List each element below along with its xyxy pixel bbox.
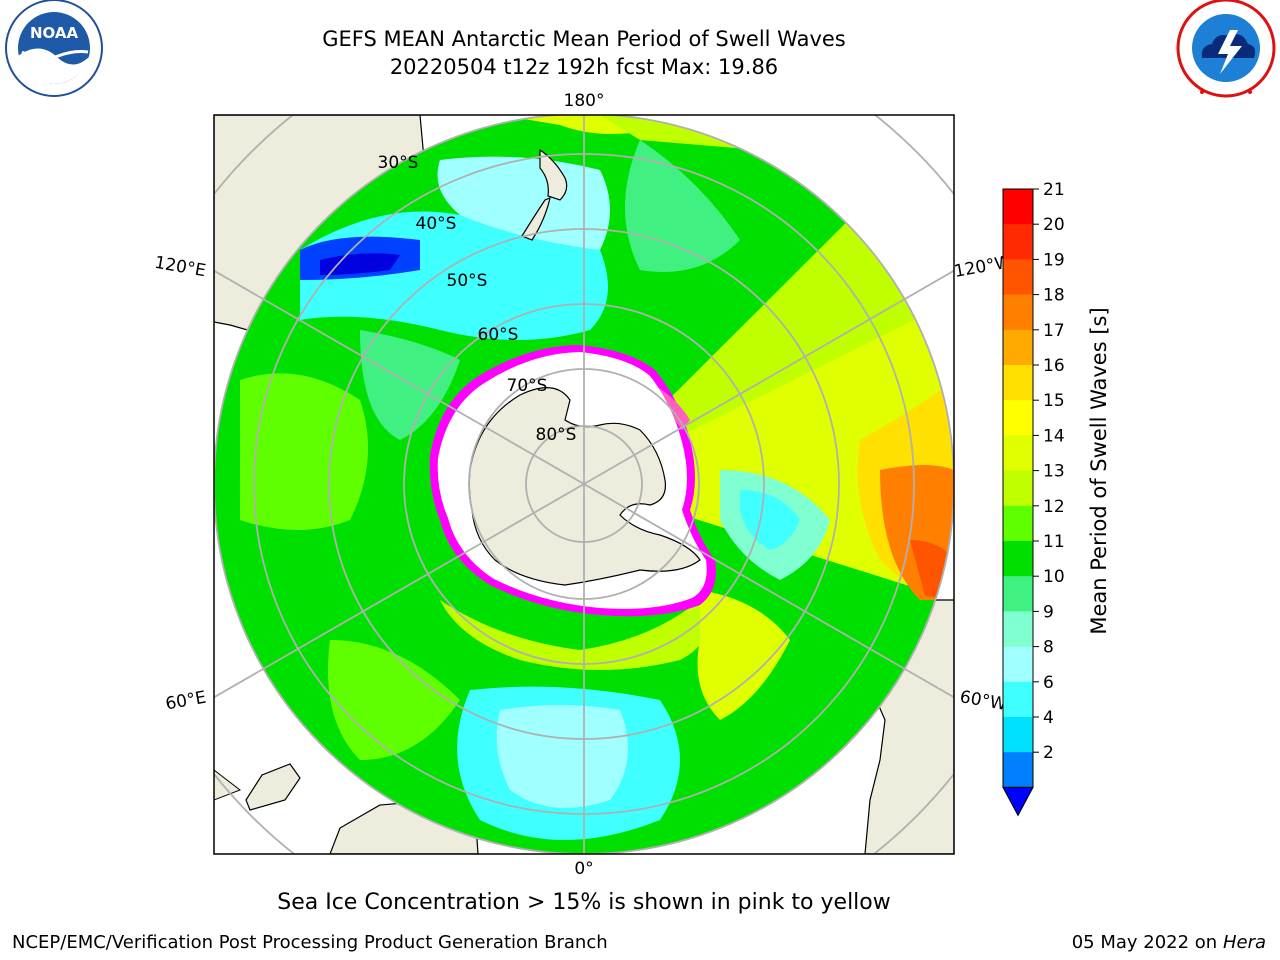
colorbar-tick-label: 16 [1043, 356, 1065, 376]
colorbar-tick-label: 8 [1043, 638, 1054, 658]
colorbar-frame [1002, 188, 1034, 788]
colorbar-swatch [1003, 259, 1033, 296]
colorbar-tick-label: 6 [1043, 673, 1054, 693]
colorbar-extend-arrow [1002, 786, 1034, 817]
colorbar-swatch [1003, 752, 1033, 788]
colorbar-swatch [1003, 294, 1033, 331]
colorbar: 21 20 19 18 17 16 15 14 13 12 11 10 9 8 6 4 2 [1002, 180, 1065, 817]
noaa-logo: NOAA [5, 0, 103, 97]
land-madagascar [245, 763, 301, 811]
colorbar-tick-label: 15 [1043, 391, 1065, 411]
lat-label-40s: 40°S [416, 214, 457, 234]
colorbar-tick-label: 10 [1043, 567, 1065, 587]
footer-credit: NCEP/EMC/Verification Post Processing Pr… [12, 932, 608, 953]
colorbar-swatch [1003, 470, 1033, 507]
colorbar-swatch [1003, 224, 1033, 260]
lat-label-30s: 30°S [378, 153, 419, 173]
colorbar-tick-label: 14 [1043, 426, 1065, 446]
colorbar-tick-label: 13 [1043, 462, 1065, 482]
colorbar-tick-label: 12 [1043, 497, 1065, 517]
footer-date-text: 05 May 2022 on [1071, 932, 1218, 953]
colorbar-swatch [1003, 329, 1033, 366]
nws-logo [1176, 0, 1276, 98]
colorbar-swatch [1003, 365, 1033, 401]
colorbar-swatch [1003, 646, 1033, 683]
colorbar-swatch [1003, 435, 1033, 472]
chart-subtitle: 20220504 t12z 192h fcst Max: 19.86 [389, 55, 779, 79]
colorbar-swatch [1003, 400, 1033, 436]
colorbar-tick-label: 18 [1043, 286, 1065, 306]
colorbar-swatch [1003, 611, 1033, 648]
footer-date: 05 May 2022 on Hera [1072, 932, 1266, 953]
colorbar-swatch [1003, 541, 1033, 577]
lat-label-60s: 60°S [478, 325, 519, 345]
colorbar-tick-label: 9 [1043, 602, 1054, 622]
lat-label-70s: 70°S [507, 376, 548, 396]
colorbar-swatch [1003, 505, 1033, 542]
lon-label-120e: 120°E [153, 253, 207, 282]
lon-label-0: 0° [574, 859, 593, 879]
colorbar-swatch [1003, 717, 1033, 753]
colorbar-tick-label: 21 [1043, 180, 1065, 200]
graticule [214, 115, 954, 854]
chart-title: GEFS MEAN Antarctic Mean Period of Swell… [322, 27, 846, 51]
lon-label-60e: 60°E [164, 688, 208, 715]
colorbar-tick-label: 17 [1043, 321, 1065, 341]
colorbar-tick-label: 19 [1043, 250, 1065, 270]
colorbar-label: Mean Period of Swell Waves [s] [1087, 307, 1111, 634]
lon-label-180: 180° [564, 91, 605, 111]
land-new-zealand [539, 148, 568, 201]
sea-ice-caption: Sea Ice Concentration > 15% is shown in … [277, 890, 891, 915]
colorbar-tick-label: 4 [1043, 708, 1054, 728]
lat-label-80s: 80°S [536, 425, 577, 445]
colorbar-swatch [1003, 681, 1033, 718]
colorbar-tick-label: 20 [1043, 215, 1065, 235]
noaa-logo-text: NOAA [30, 24, 79, 42]
lat-label-50s: 50°S [447, 271, 488, 291]
lon-label-60w: 60°W [958, 687, 1008, 715]
colorbar-swatch [1003, 576, 1033, 612]
colorbar-tick-label: 11 [1043, 532, 1065, 552]
colorbar-swatch [1003, 189, 1033, 225]
colorbar-tick-label: 2 [1043, 743, 1054, 763]
footer-host: Hera [1222, 932, 1266, 953]
